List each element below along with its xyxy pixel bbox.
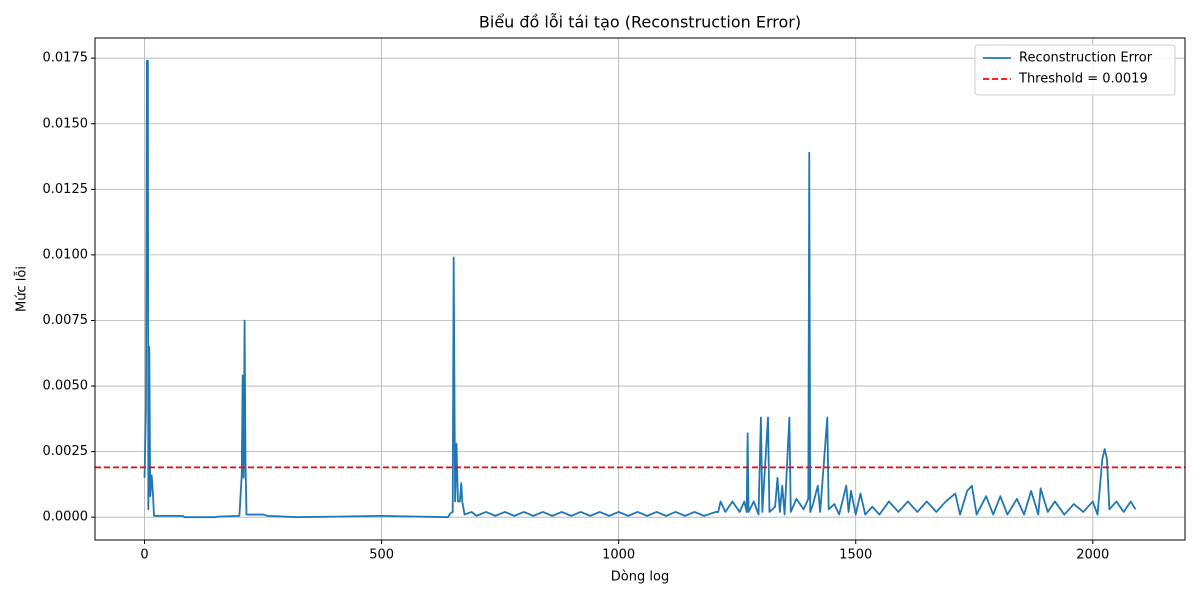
- y-tick-label: 0.0025: [43, 444, 89, 459]
- y-tick-label: 0.0050: [43, 379, 89, 394]
- y-tick-label: 0.0175: [43, 51, 89, 66]
- data-line: [143, 59, 1137, 519]
- y-tick-label: 0.0150: [43, 116, 89, 131]
- x-tick-label: 2000: [1076, 548, 1109, 563]
- y-tick-label: 0.0100: [43, 247, 89, 262]
- y-tick-label: 0.0000: [43, 510, 89, 525]
- chart-title: Biểu đồ lỗi tái tạo (Reconstruction Erro…: [479, 13, 801, 32]
- legend-box: [974, 44, 1176, 96]
- y-axis-label: Mức lỗi: [15, 266, 30, 312]
- y-tick-label: 0.0125: [43, 182, 89, 197]
- x-tick-label: 0: [140, 548, 148, 563]
- x-tick-label: 1500: [839, 548, 872, 563]
- y-tick-label: 0.0075: [43, 313, 89, 328]
- x-tick-label: 500: [369, 548, 394, 563]
- legend-label: Threshold = 0.0019: [1018, 72, 1148, 87]
- x-axis-label: Dòng log: [611, 570, 669, 585]
- plot-frame: [94, 37, 1186, 541]
- legend-label: Reconstruction Error: [1019, 51, 1153, 66]
- x-tick-label: 1000: [602, 548, 635, 563]
